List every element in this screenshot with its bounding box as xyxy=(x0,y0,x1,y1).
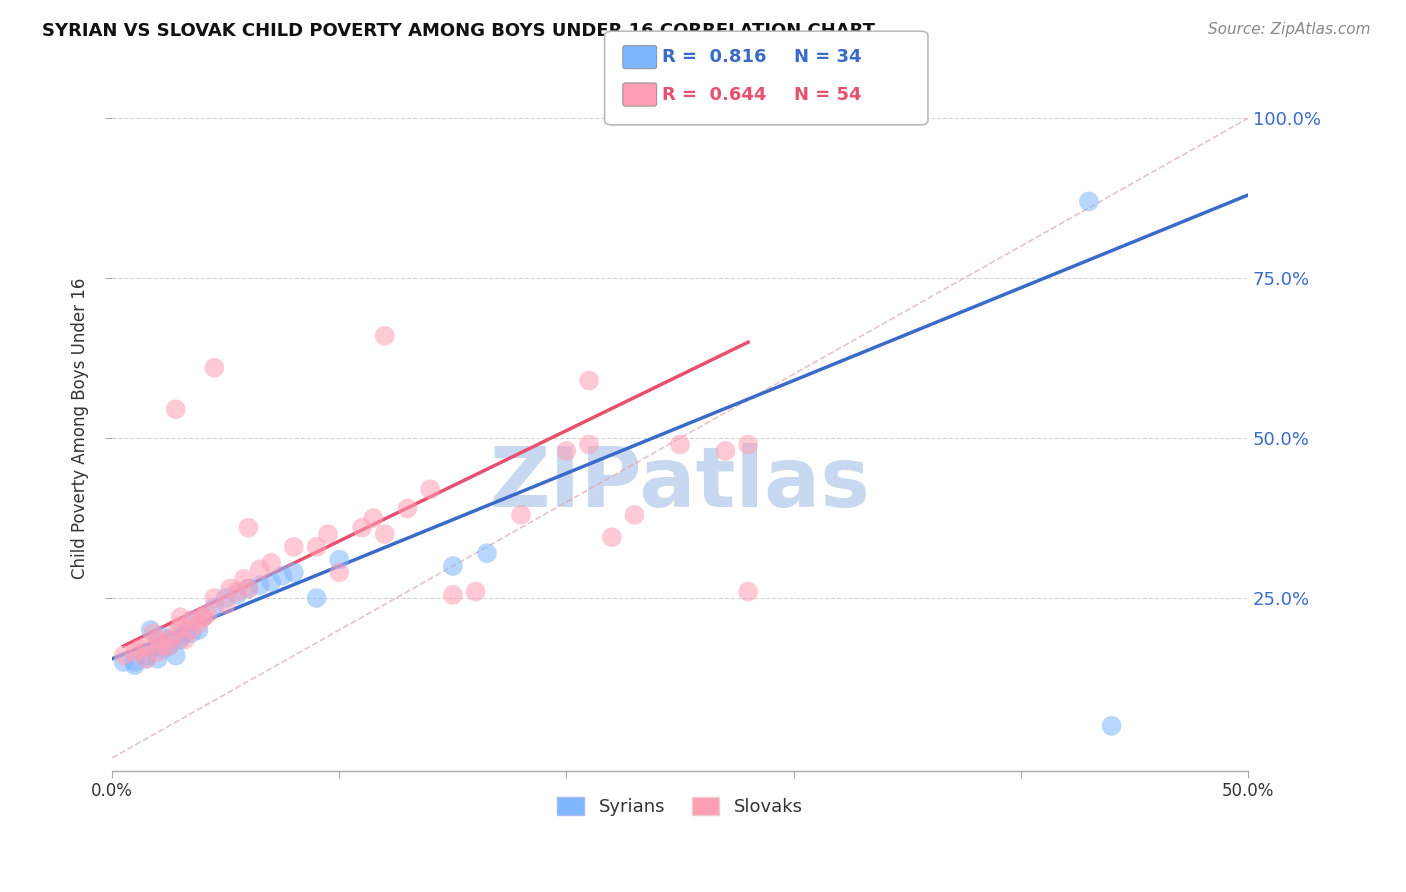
Point xyxy=(578,437,600,451)
Point xyxy=(1101,719,1123,733)
Point xyxy=(328,566,350,580)
Point xyxy=(157,639,180,653)
Point xyxy=(139,623,162,637)
Point xyxy=(669,437,692,451)
Point xyxy=(441,588,464,602)
Point xyxy=(173,632,195,647)
Point xyxy=(165,402,187,417)
Point xyxy=(157,639,180,653)
Point xyxy=(191,610,214,624)
Point xyxy=(150,629,173,643)
Point xyxy=(249,578,271,592)
Point xyxy=(623,508,645,522)
Point xyxy=(578,374,600,388)
Point xyxy=(112,648,135,663)
Point xyxy=(157,632,180,647)
Point xyxy=(142,626,165,640)
Point xyxy=(150,642,173,657)
Point xyxy=(396,501,419,516)
Point xyxy=(249,562,271,576)
Point xyxy=(350,521,373,535)
Point xyxy=(328,552,350,566)
Point xyxy=(128,642,150,657)
Point xyxy=(737,584,759,599)
Point xyxy=(169,632,191,647)
Point xyxy=(305,591,328,605)
Text: SYRIAN VS SLOVAK CHILD POVERTY AMONG BOYS UNDER 16 CORRELATION CHART: SYRIAN VS SLOVAK CHILD POVERTY AMONG BOY… xyxy=(42,22,875,40)
Point xyxy=(124,655,146,669)
Legend: Syrians, Slovaks: Syrians, Slovaks xyxy=(550,789,810,823)
Point xyxy=(135,652,157,666)
Point xyxy=(419,483,441,497)
Text: Source: ZipAtlas.com: Source: ZipAtlas.com xyxy=(1208,22,1371,37)
Point xyxy=(135,648,157,663)
Point xyxy=(112,655,135,669)
Point xyxy=(146,632,169,647)
Point xyxy=(238,582,260,596)
Point xyxy=(165,626,187,640)
Point xyxy=(202,600,225,615)
Point xyxy=(191,610,214,624)
Point xyxy=(169,620,191,634)
Point xyxy=(1077,194,1099,209)
Point xyxy=(146,639,169,653)
Point xyxy=(180,614,202,628)
Point xyxy=(219,582,242,596)
Point xyxy=(124,645,146,659)
Text: R =  0.644: R = 0.644 xyxy=(662,86,766,103)
Point xyxy=(150,639,173,653)
Point xyxy=(180,623,202,637)
Point xyxy=(238,582,260,596)
Y-axis label: Child Poverty Among Boys Under 16: Child Poverty Among Boys Under 16 xyxy=(72,277,89,579)
Point xyxy=(232,572,254,586)
Point xyxy=(135,652,157,666)
Point xyxy=(714,444,737,458)
Point xyxy=(165,648,187,663)
Point xyxy=(180,626,202,640)
Text: N = 34: N = 34 xyxy=(794,48,862,66)
Point xyxy=(187,623,209,637)
Point xyxy=(363,511,385,525)
Text: R =  0.816: R = 0.816 xyxy=(662,48,766,66)
Point xyxy=(283,566,305,580)
Point xyxy=(464,584,486,599)
Point xyxy=(157,632,180,647)
Text: ZIPatlas: ZIPatlas xyxy=(489,442,870,524)
Point xyxy=(260,574,283,589)
Point xyxy=(260,556,283,570)
Point xyxy=(202,360,225,375)
Point xyxy=(215,598,238,612)
Point xyxy=(169,610,191,624)
Point xyxy=(283,540,305,554)
Point xyxy=(374,328,396,343)
Point xyxy=(226,584,249,599)
Point xyxy=(441,559,464,574)
Point xyxy=(271,568,294,582)
Point xyxy=(135,639,157,653)
Point xyxy=(316,527,339,541)
Point xyxy=(146,645,169,659)
Point xyxy=(146,652,169,666)
Point xyxy=(475,546,498,560)
Point xyxy=(600,530,623,544)
Point xyxy=(737,437,759,451)
Point xyxy=(187,616,209,631)
Point xyxy=(226,588,249,602)
Point xyxy=(374,527,396,541)
Point xyxy=(305,540,328,554)
Point xyxy=(238,521,260,535)
Point xyxy=(197,607,219,621)
Point xyxy=(202,591,225,605)
Point xyxy=(173,626,195,640)
Point xyxy=(191,610,214,624)
Point xyxy=(169,629,191,643)
Text: N = 54: N = 54 xyxy=(794,86,862,103)
Point xyxy=(124,658,146,673)
Point xyxy=(215,591,238,605)
Point xyxy=(555,444,578,458)
Point xyxy=(510,508,533,522)
Point xyxy=(180,614,202,628)
